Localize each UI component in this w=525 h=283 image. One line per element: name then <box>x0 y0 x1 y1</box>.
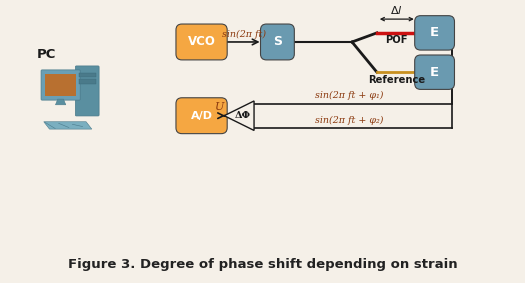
FancyBboxPatch shape <box>415 55 455 89</box>
FancyBboxPatch shape <box>41 70 80 100</box>
Polygon shape <box>44 122 92 129</box>
Text: VCO: VCO <box>187 35 215 48</box>
Text: S: S <box>273 35 282 48</box>
FancyBboxPatch shape <box>79 72 96 77</box>
Text: sin(2π ft): sin(2π ft) <box>222 29 266 38</box>
FancyBboxPatch shape <box>79 79 96 84</box>
Text: sin(2π ft + φ₂): sin(2π ft + φ₂) <box>316 116 384 125</box>
FancyBboxPatch shape <box>176 98 227 134</box>
FancyBboxPatch shape <box>76 66 99 116</box>
FancyBboxPatch shape <box>176 24 227 60</box>
Text: U: U <box>215 102 224 112</box>
Text: Reference: Reference <box>368 75 425 85</box>
Text: PC: PC <box>37 48 57 61</box>
Text: POF: POF <box>385 35 408 45</box>
Polygon shape <box>56 99 66 105</box>
Text: E: E <box>430 66 439 79</box>
FancyBboxPatch shape <box>260 24 295 60</box>
Polygon shape <box>224 101 254 130</box>
Text: $\it{\Delta l}$: $\it{\Delta l}$ <box>391 4 403 16</box>
Text: ΔΦ: ΔΦ <box>235 111 251 120</box>
Text: Figure 3. Degree of phase shift depending on strain: Figure 3. Degree of phase shift dependin… <box>68 258 457 271</box>
Text: sin(2π ft + φ₁): sin(2π ft + φ₁) <box>316 91 384 100</box>
Text: A/D: A/D <box>191 111 213 121</box>
FancyBboxPatch shape <box>46 74 76 96</box>
FancyBboxPatch shape <box>415 16 455 50</box>
Text: E: E <box>430 26 439 39</box>
